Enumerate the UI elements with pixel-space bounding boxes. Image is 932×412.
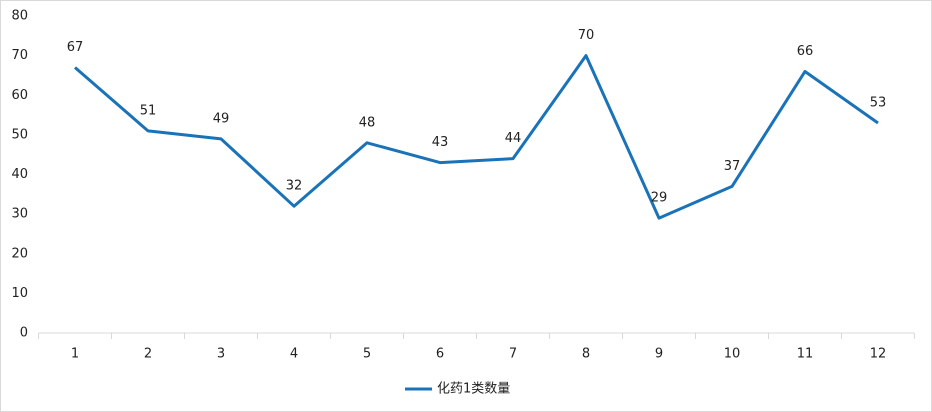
data-label: 44 bbox=[505, 131, 522, 146]
y-tick-label: 50 bbox=[11, 127, 28, 142]
x-tick-label: 6 bbox=[436, 347, 444, 362]
data-label: 49 bbox=[213, 111, 230, 126]
y-tick-label: 20 bbox=[11, 246, 28, 261]
data-label: 53 bbox=[870, 95, 887, 110]
legend-label: 化药1类数量 bbox=[437, 382, 510, 397]
data-label: 32 bbox=[286, 179, 303, 194]
x-tick-label: 12 bbox=[870, 347, 887, 362]
data-label: 43 bbox=[432, 135, 449, 150]
x-tick-label: 9 bbox=[655, 347, 663, 362]
y-tick-label: 80 bbox=[11, 9, 28, 24]
data-label: 66 bbox=[797, 44, 814, 59]
x-tick-label: 5 bbox=[363, 347, 371, 362]
line-series bbox=[74, 54, 879, 220]
data-label: 51 bbox=[140, 103, 157, 118]
x-tick-label: 3 bbox=[217, 347, 225, 362]
y-tick-label: 0 bbox=[20, 326, 28, 341]
data-label: 37 bbox=[724, 159, 741, 174]
x-tick-label: 7 bbox=[509, 347, 517, 362]
x-tick-label: 2 bbox=[144, 347, 152, 362]
data-label: 48 bbox=[359, 115, 376, 130]
y-tick-label: 40 bbox=[11, 167, 28, 182]
data-label: 67 bbox=[67, 40, 84, 55]
x-tick-label: 1 bbox=[71, 347, 79, 362]
x-tick-label: 4 bbox=[290, 347, 298, 362]
y-tick-label: 70 bbox=[11, 48, 28, 63]
data-label: 70 bbox=[578, 28, 595, 43]
x-tick-label: 8 bbox=[582, 347, 590, 362]
data-label: 29 bbox=[651, 191, 668, 206]
x-tick-label: 10 bbox=[724, 347, 741, 362]
y-tick-label: 30 bbox=[11, 207, 28, 222]
y-tick-label: 60 bbox=[11, 88, 28, 103]
y-tick-label: 10 bbox=[11, 286, 28, 301]
x-tick-label: 11 bbox=[797, 347, 814, 362]
